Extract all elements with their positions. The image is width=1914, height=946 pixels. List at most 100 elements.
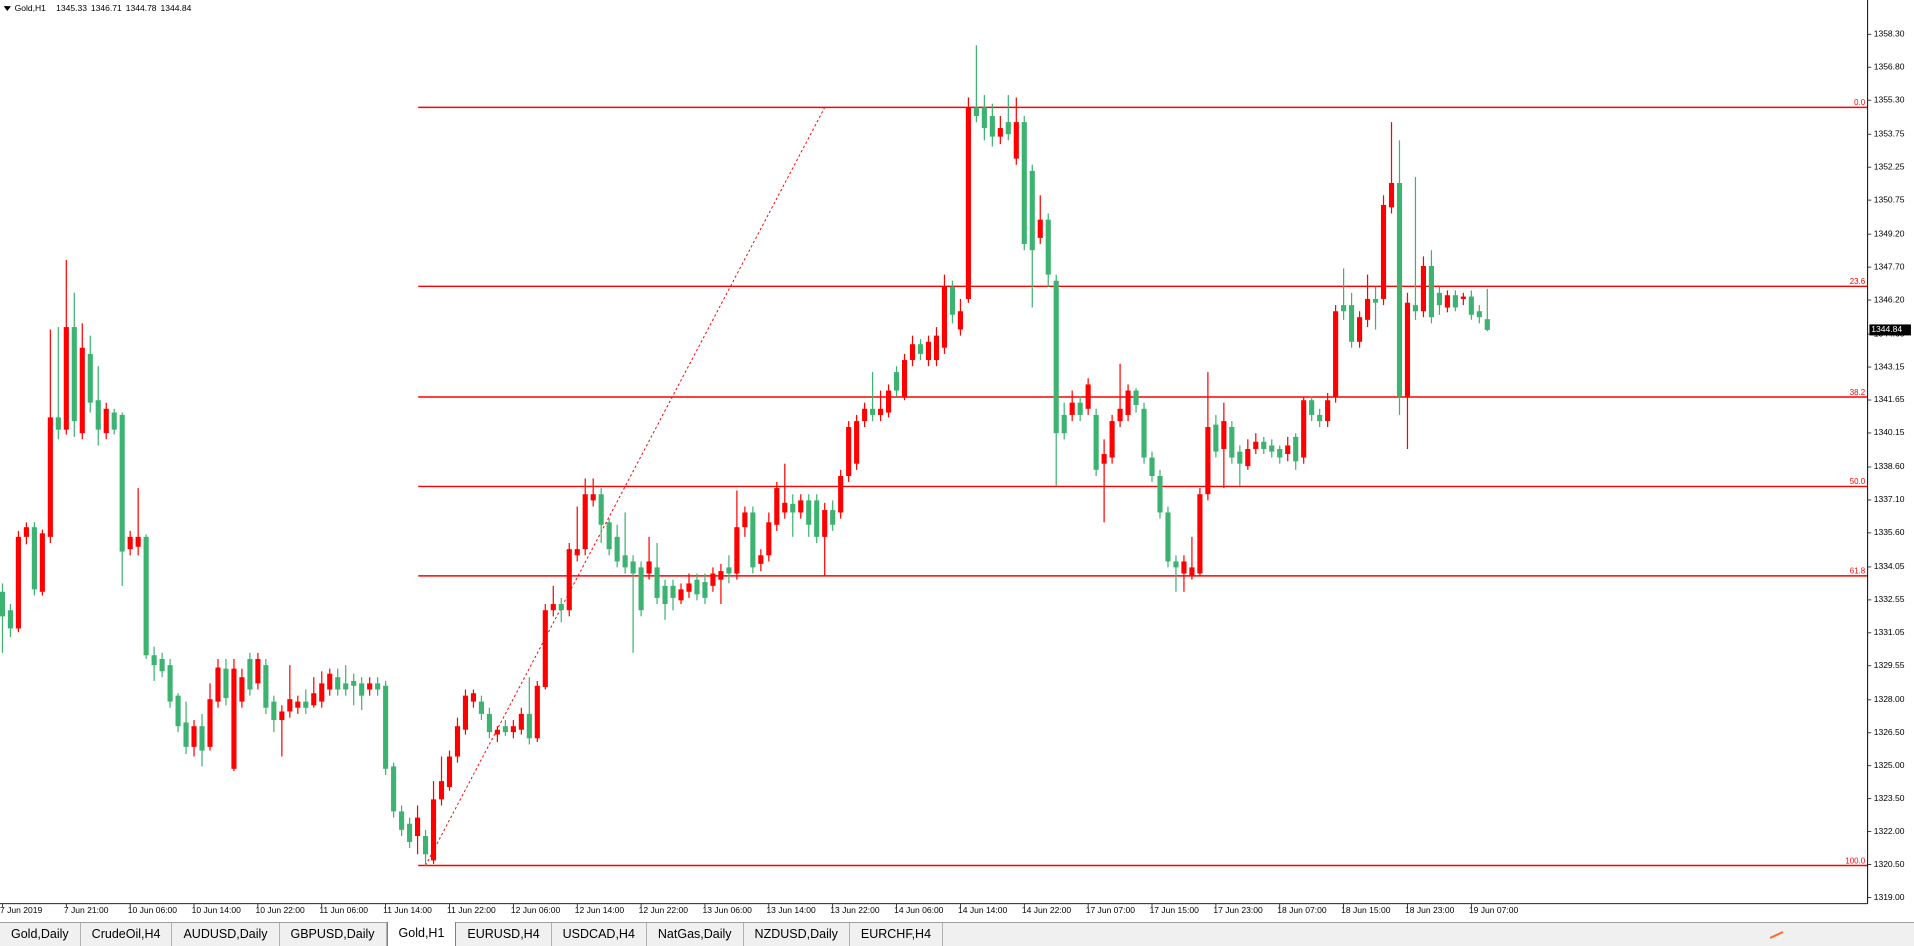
candle-body xyxy=(175,695,181,727)
candle-body xyxy=(1077,402,1083,415)
candle-body xyxy=(335,677,341,690)
candle-body xyxy=(47,417,53,537)
candle-body xyxy=(1245,448,1251,467)
candle-body xyxy=(319,683,325,702)
candle-body xyxy=(0,591,6,617)
candle-body xyxy=(1205,427,1211,495)
candle-body xyxy=(1269,445,1275,452)
y-tick-label: 1331.05 xyxy=(1874,627,1905,637)
candle-body xyxy=(1149,457,1155,477)
candle-body xyxy=(167,665,173,702)
candle-body xyxy=(518,713,524,730)
candle-body xyxy=(1380,204,1387,299)
candle-body xyxy=(255,658,261,684)
candle-body xyxy=(901,360,908,397)
candle-body xyxy=(486,713,492,733)
candle-body xyxy=(917,344,924,354)
candle-body xyxy=(1005,122,1011,135)
candle-body xyxy=(407,823,413,842)
chart-menu-arrow[interactable] xyxy=(3,6,11,11)
candle-body xyxy=(718,571,724,580)
candle-body xyxy=(830,510,836,525)
chart-tab[interactable]: NatGas,Daily xyxy=(647,923,744,946)
candle-body xyxy=(263,665,269,708)
y-tick-label: 1343.15 xyxy=(1874,361,1905,371)
y-tick-label: 1319.00 xyxy=(1874,892,1905,902)
candle-body xyxy=(526,713,532,739)
chart-tab[interactable]: EURCHF,H4 xyxy=(850,923,944,946)
x-tick-label: 12 Jun 06:00 xyxy=(511,905,561,915)
candle-body xyxy=(1221,421,1227,449)
x-tick-label: 18 Jun 07:00 xyxy=(1277,905,1327,915)
candle-body xyxy=(1109,421,1115,458)
candle-body xyxy=(1372,298,1379,303)
candle-body xyxy=(582,494,588,550)
candle-body xyxy=(494,729,500,735)
chart-tab[interactable]: EURUSD,H4 xyxy=(456,923,552,946)
candle-body xyxy=(574,549,580,556)
x-tick-label: 19 Jun 07:00 xyxy=(1469,905,1519,915)
candle-body xyxy=(39,533,45,592)
candle-body xyxy=(15,536,21,629)
candle-body xyxy=(502,726,508,733)
x-tick-label: 10 Jun 14:00 xyxy=(192,905,242,915)
candle-body xyxy=(710,573,716,586)
x-tick-label: 11 Jun 06:00 xyxy=(319,905,368,915)
candle-body xyxy=(1157,476,1163,513)
y-tick-label: 1335.60 xyxy=(1874,527,1905,537)
candle-body xyxy=(31,527,37,590)
candle-body xyxy=(391,766,397,812)
x-tick-label: 13 Jun 22:00 xyxy=(830,905,880,915)
y-tick-label: 1341.65 xyxy=(1874,394,1905,404)
y-tick-label: 1353.75 xyxy=(1874,128,1905,138)
candle-body xyxy=(1189,567,1195,576)
candle-body xyxy=(375,683,381,690)
chart-tab[interactable]: Gold,H1 xyxy=(386,922,457,946)
x-tick-label: 17 Jun 07:00 xyxy=(1086,905,1136,915)
candle-body xyxy=(87,353,93,403)
candle-body xyxy=(1436,292,1442,306)
candle-body xyxy=(1476,311,1482,318)
candle-body xyxy=(1213,424,1219,452)
chart-tab[interactable]: NZDUSD,Daily xyxy=(744,923,850,946)
candle-body xyxy=(893,372,900,391)
chart-tab[interactable]: CrudeOil,H4 xyxy=(81,923,173,946)
y-tick-label: 1350.75 xyxy=(1874,194,1905,204)
candle-body xyxy=(726,567,732,574)
candle-body xyxy=(1349,305,1355,342)
candle-body xyxy=(1165,512,1171,562)
plot-area: 0.0 23.6 38.2 50.0 61.8 100.0 xyxy=(0,45,1868,867)
chart-tab[interactable]: AUDUSD,Daily xyxy=(172,923,280,946)
x-tick-label: 12 Jun 14:00 xyxy=(575,905,625,915)
candle-body xyxy=(79,347,85,434)
candle-body xyxy=(462,695,469,730)
candle-body xyxy=(782,502,788,513)
candle-body xyxy=(303,701,309,708)
candle-body xyxy=(1460,296,1466,299)
candle-body xyxy=(95,400,101,430)
candle-body xyxy=(135,536,141,547)
candle-body xyxy=(774,488,780,525)
x-tick-label: 18 Jun 15:00 xyxy=(1341,905,1391,915)
candle-body xyxy=(909,344,916,361)
candle-body xyxy=(814,500,820,537)
current-price-label: 1344.84 xyxy=(1871,324,1902,334)
candle-body xyxy=(143,536,149,656)
candle-body xyxy=(470,693,477,702)
candle-body xyxy=(183,722,189,747)
y-tick-label: 1328.00 xyxy=(1874,694,1905,704)
chart-tab[interactable]: USDCAD,H4 xyxy=(552,923,647,946)
candle-body xyxy=(550,604,556,611)
candle-body xyxy=(1325,400,1331,422)
candle-body xyxy=(838,476,844,513)
candle-body xyxy=(686,583,692,592)
candle-body xyxy=(1341,305,1347,312)
candle-body xyxy=(750,512,756,568)
candle-body xyxy=(758,555,764,564)
chart-tab[interactable]: GBPUSD,Daily xyxy=(280,923,387,946)
candle-body xyxy=(7,610,13,629)
chart-tab[interactable]: Gold,Daily xyxy=(0,923,81,946)
candle-body xyxy=(638,567,644,611)
candle-body xyxy=(822,510,828,537)
candle-body xyxy=(989,115,995,137)
